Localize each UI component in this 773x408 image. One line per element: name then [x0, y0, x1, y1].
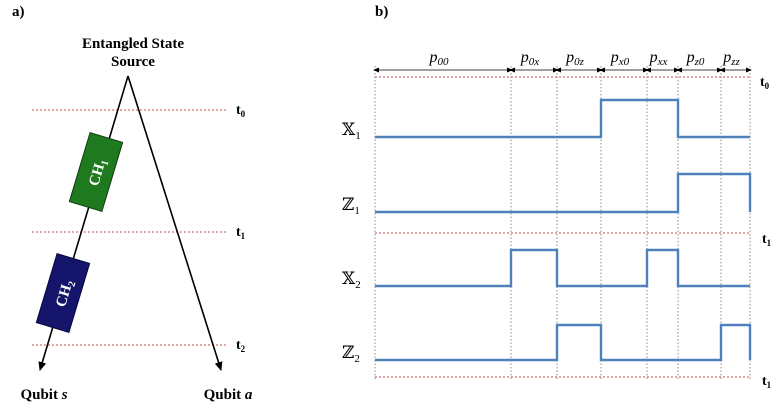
qubit-a-label: Qubit a: [204, 387, 253, 403]
source-title-line1: Entangled State: [82, 36, 184, 52]
channel-1-label: CH1: [86, 157, 111, 189]
panel-b-label: b): [375, 4, 388, 20]
row-label-x1: 𝕏1: [342, 120, 361, 142]
signal-traces: [375, 98, 752, 362]
interval-boundaries: [374, 66, 751, 380]
signal-x2: [375, 248, 750, 288]
channel-2-label: CH2: [53, 278, 78, 310]
interval-label-p0x: p0x: [520, 49, 540, 68]
interval-label-pz0: pz0: [686, 49, 705, 68]
interval-label-pxx: pxx: [649, 49, 668, 68]
channel-2-box: CH2: [35, 253, 91, 333]
interval-label-p0z: p0z: [565, 49, 585, 68]
qubit-s-label: Qubit s: [20, 387, 67, 403]
interval-label-pzz: pzz: [722, 49, 740, 68]
time-label-t2: t2: [236, 338, 246, 354]
source-title-line2: Source: [111, 54, 155, 70]
time-label-t1: t1: [236, 225, 246, 241]
channel-1-box: CH1: [68, 132, 124, 212]
panel-a: a) Entangled State Source t0 t1 t2 CH1 C…: [12, 4, 253, 403]
time-label-t0: t0: [236, 103, 246, 119]
time-mark-label-1: t1: [762, 232, 772, 248]
signal-x1: [375, 98, 750, 139]
panel-a-label: a): [12, 4, 25, 20]
signal-z1: [375, 172, 752, 214]
interval-label-p00: p00: [429, 49, 450, 68]
interval-label-px0: px0: [610, 49, 630, 68]
signal-z2: [375, 323, 752, 362]
time-mark-label-2: t1: [762, 374, 772, 390]
row-label-x2: 𝕏2: [342, 269, 361, 291]
arrow-to-qubit-a: [127, 75, 223, 371]
panel-b: b) t0 t1 t1 p00 p0x p0z px0 pxx pz0 pzz 𝕏1 ℤ1 …: [342, 4, 772, 390]
row-label-z2: ℤ2: [342, 343, 360, 365]
row-label-z1: ℤ1: [342, 195, 360, 217]
interval-brackets: p00 p0x p0z px0 pxx pz0 pzz: [373, 49, 752, 73]
time-mark-label-0: t0: [760, 75, 770, 91]
